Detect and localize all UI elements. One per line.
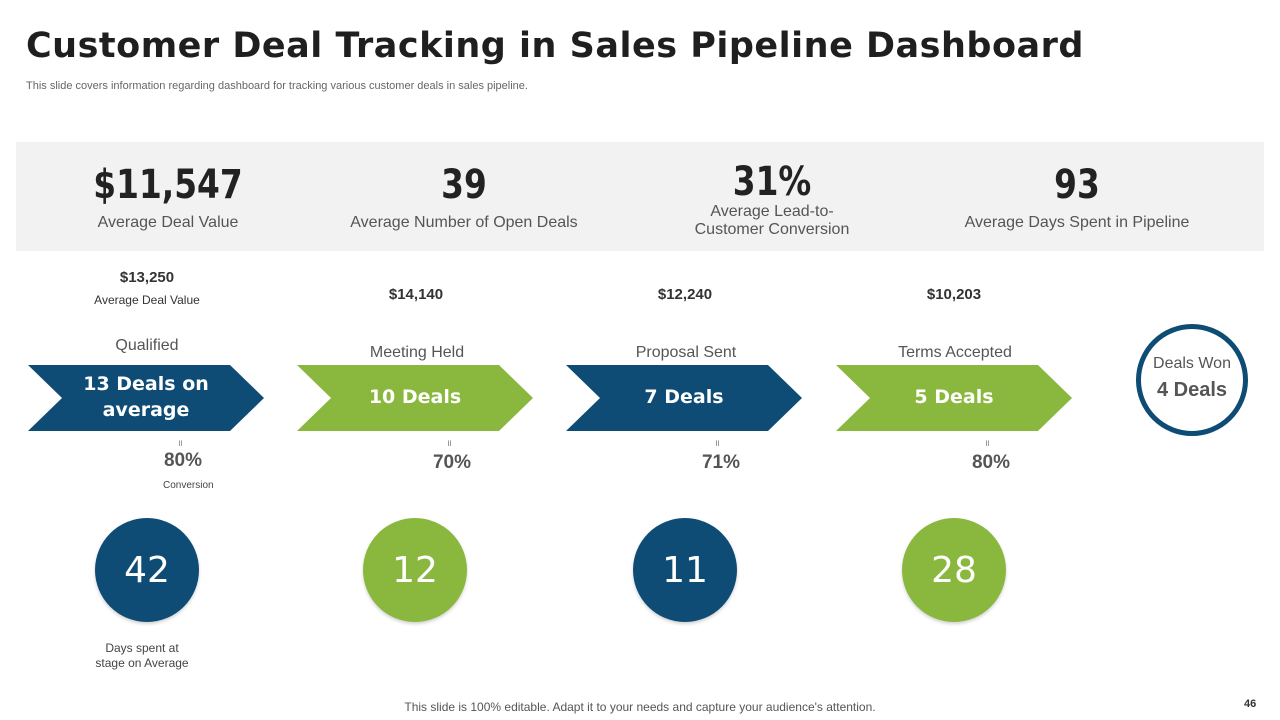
stage-price-terms-accepted: $10,203 <box>926 286 982 303</box>
page-number: 46 <box>1244 698 1257 710</box>
stage-chevron-meeting-held: 10 Deals <box>297 365 533 431</box>
stage-name-qualified: Qualified <box>115 337 179 354</box>
price-note: Average Deal Value <box>94 293 200 307</box>
connector-tick: ॥ <box>446 438 452 448</box>
stage-price-proposal-sent: $12,240 <box>657 286 713 303</box>
stage-name-meeting-held: Meeting Held <box>369 344 465 361</box>
page-subtitle: This slide covers information regarding … <box>26 80 528 92</box>
kpi-value: 39 <box>441 162 487 208</box>
kpi-label: Average Number of Open Deals <box>350 214 578 231</box>
kpi-label: Average Deal Value <box>97 214 239 231</box>
stage-name-terms-accepted: Terms Accepted <box>898 344 1012 361</box>
chevron-shape <box>297 365 533 431</box>
days-note-line2: stage on Average <box>95 656 189 670</box>
deals-won-circle: Deals Won 4 Deals <box>1136 324 1248 436</box>
chevron-label: 10 Deals <box>368 386 462 409</box>
stage-price-meeting-held: $14,140 <box>388 286 444 303</box>
deals-line1: 13 Deals on <box>83 373 209 396</box>
deals-won-label: Deals Won <box>1153 355 1231 372</box>
days-circle-meeting-held: 12 <box>363 518 467 622</box>
kpi-label: Average Days Spent in Pipeline <box>964 214 1190 231</box>
kpi-band <box>16 142 1264 251</box>
chevron-label: 5 Deals <box>914 386 994 409</box>
kpi-value: 93 <box>1054 162 1100 208</box>
kpi-value: $11,547 <box>93 162 243 208</box>
kpi-days-in-pipeline: 93 Average Days Spent in Pipeline <box>922 142 1232 232</box>
kpi-lead-conversion: 31% Average Lead-to- Customer Conversion <box>617 142 927 239</box>
days-note: Days spent at stage on Average <box>72 641 212 671</box>
stage-name-proposal-sent: Proposal Sent <box>635 344 737 361</box>
footer-note: This slide is 100% editable. Adapt it to… <box>404 700 876 714</box>
kpi-open-deals: 39 Average Number of Open Deals <box>309 142 619 232</box>
kpi-label-line2: Customer Conversion <box>694 220 850 238</box>
conversion-terms-accepted: 80% <box>971 452 1011 473</box>
stage-price-qualified: $13,250 <box>119 269 175 286</box>
stage-chevron-proposal-sent: 7 Deals <box>566 365 802 431</box>
kpi-average-deal-value: $11,547 Average Deal Value <box>13 142 323 232</box>
connector-tick: ॥ <box>714 438 720 448</box>
chevron-shape <box>566 365 802 431</box>
connector-tick: ॥ <box>984 438 990 448</box>
chevron-shape <box>836 365 1072 431</box>
conversion-meeting-held: 70% <box>432 452 472 473</box>
stage-chevron-qualified: 13 Deals on average <box>28 365 264 431</box>
chevron-label: 7 Deals <box>644 386 724 409</box>
conversion-note: Conversion <box>163 480 214 491</box>
days-circle-proposal-sent: 11 <box>633 518 737 622</box>
connector-tick: ॥ <box>177 438 183 448</box>
kpi-value: 31% <box>732 159 812 205</box>
conversion-proposal-sent: 71% <box>701 452 741 473</box>
stage-chevron-terms-accepted: 5 Deals <box>836 365 1072 431</box>
deals-line2: average <box>102 399 190 421</box>
chevron-shape <box>28 365 264 431</box>
days-circle-qualified: 42 <box>95 518 199 622</box>
days-circle-terms-accepted: 28 <box>902 518 1006 622</box>
conversion-qualified: 80% <box>163 450 203 471</box>
chevron-label: 13 Deals on average <box>28 365 264 431</box>
kpi-label-line1: Average Lead-to- <box>710 203 834 220</box>
deals-won-value: 4 Deals <box>1156 379 1228 401</box>
page-title: Customer Deal Tracking in Sales Pipeline… <box>26 26 1084 66</box>
days-note-line1: Days spent at <box>105 641 179 655</box>
